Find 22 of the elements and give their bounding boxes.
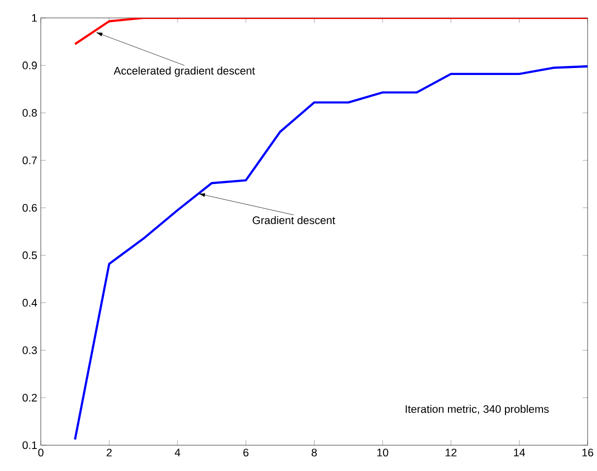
x-tick-label: 12: [446, 448, 456, 456]
x-tick-label: 8: [312, 448, 317, 456]
y-tick-label: 0.4: [22, 298, 38, 307]
y-tick-label: 0.9: [22, 62, 37, 70]
annotation: Iteration metric, 340 problems: [406, 404, 549, 416]
annotation: Gradient descent: [252, 216, 336, 224]
x-tick-label: 4: [174, 448, 180, 456]
y-tick-label: 0.2: [22, 394, 37, 402]
y-tick-label: 0.5: [22, 251, 37, 260]
x-tick-label: 10: [377, 448, 388, 456]
x-tick-label: 6: [243, 448, 248, 456]
y-tick-label: 0.7: [22, 156, 37, 164]
x-tick-label: 14: [514, 448, 526, 456]
y-tick-label: 0.3: [22, 346, 37, 354]
y-tick-label: 0.6: [22, 204, 37, 212]
x-tick-label: 2: [106, 448, 112, 456]
annotation: Accelerated gradient descent: [114, 66, 255, 77]
x-tick-label: 16: [582, 448, 594, 456]
y-tick-label: 1: [32, 14, 37, 22]
y-tick-label: 0.1: [22, 441, 37, 450]
y-tick-label: 0.8: [22, 108, 37, 117]
x-tick-label: 0: [38, 448, 44, 456]
